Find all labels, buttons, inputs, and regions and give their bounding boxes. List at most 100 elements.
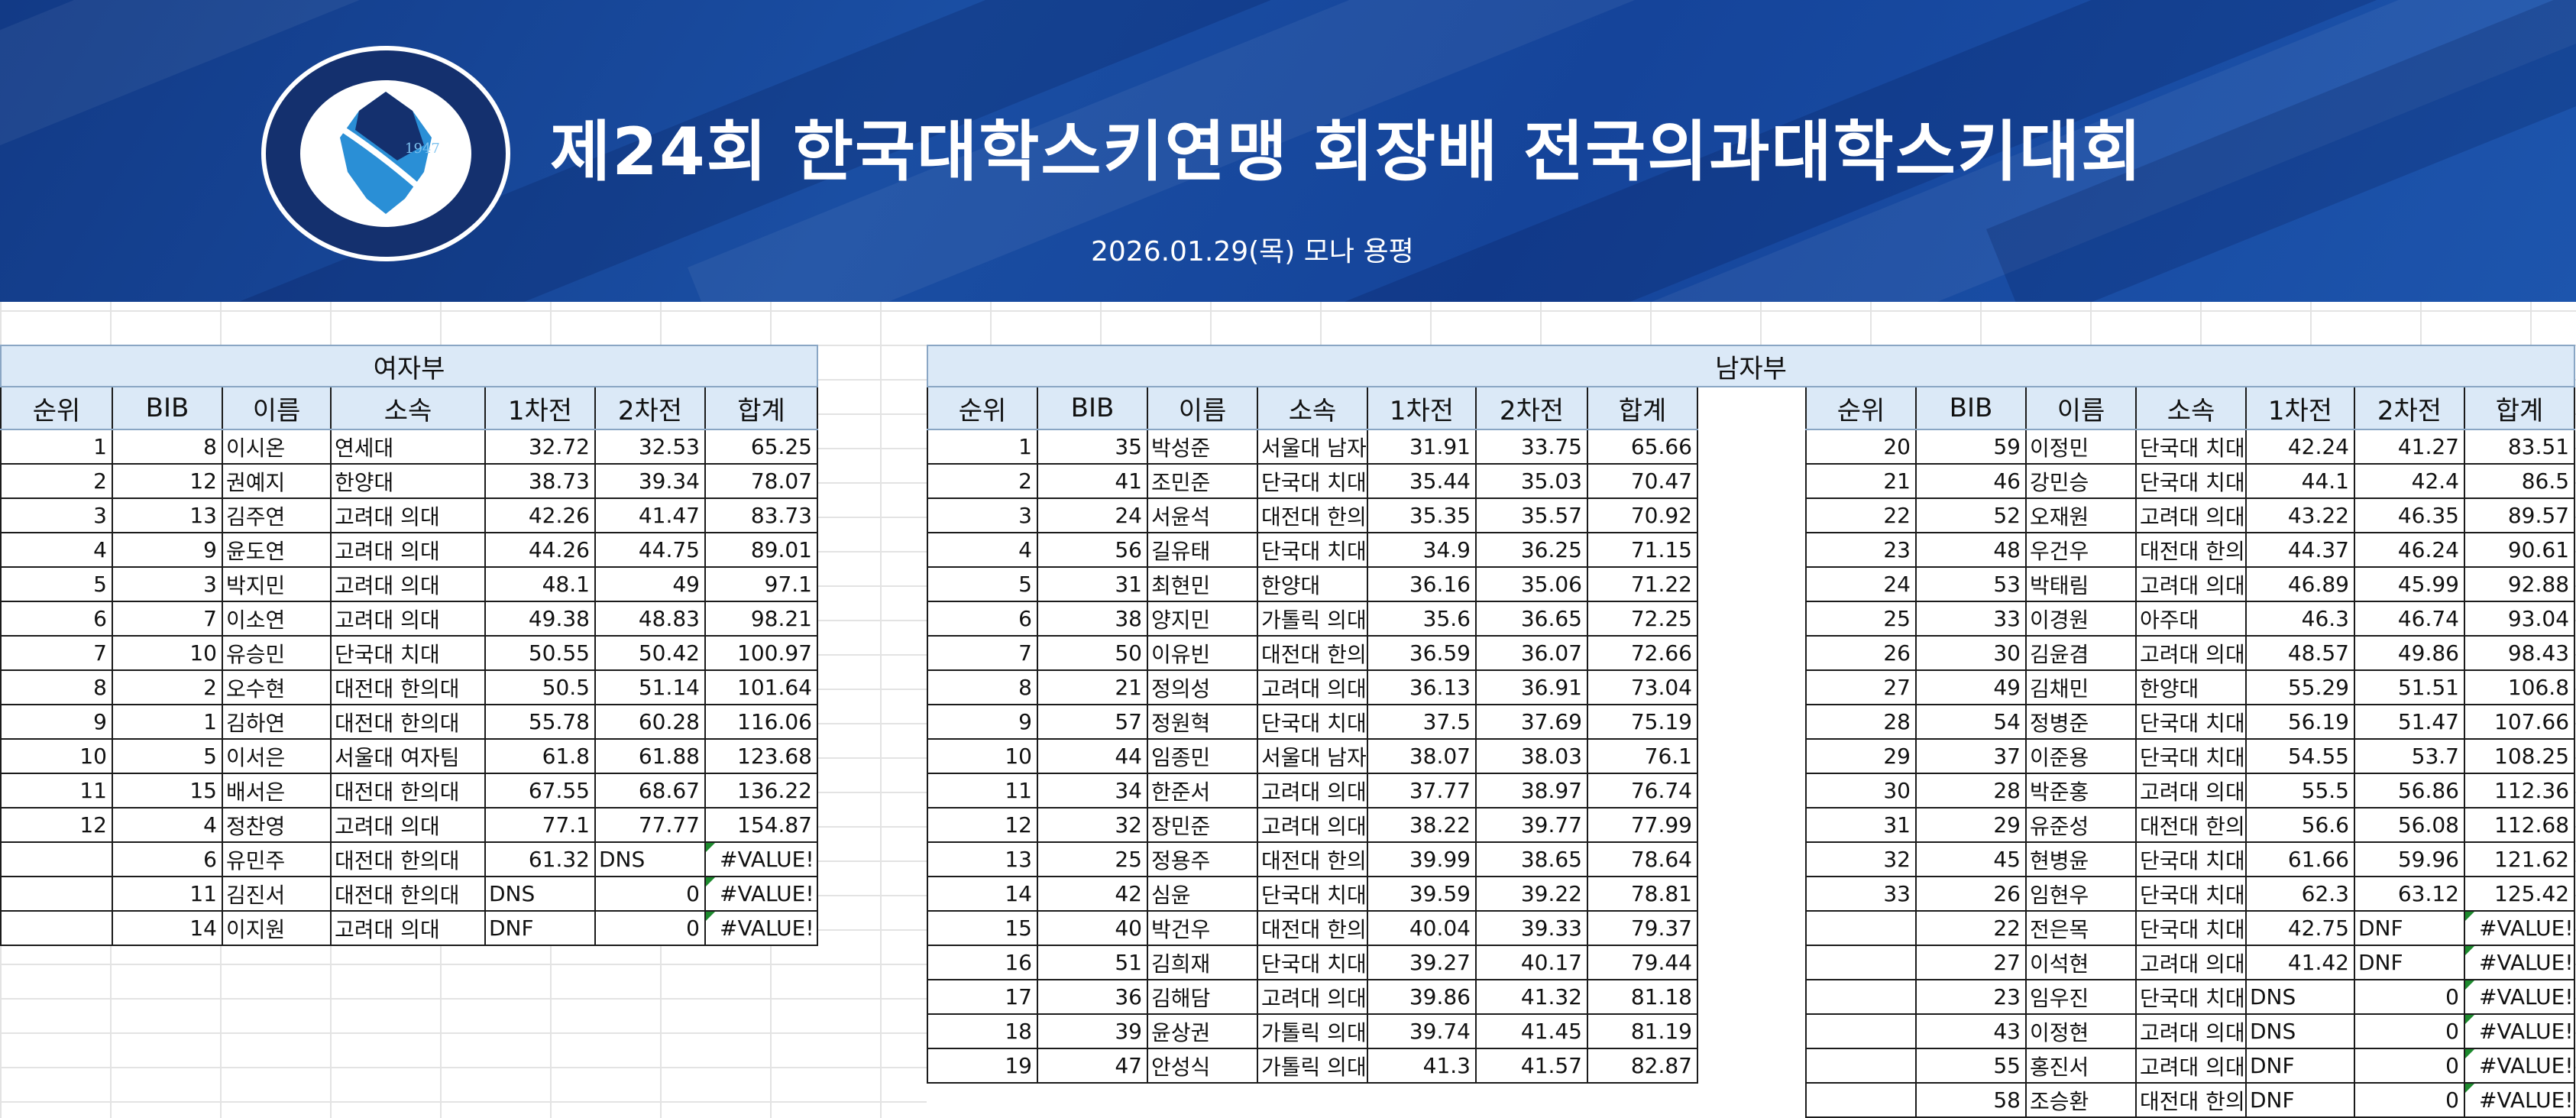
cell-run2[interactable]: 39.33 <box>1475 910 1588 946</box>
cell-run1[interactable]: 56.6 <box>2245 807 2355 843</box>
cell-rank[interactable]: 7 <box>0 635 113 671</box>
cell-run2[interactable]: 36.25 <box>1475 532 1588 568</box>
cell-run1[interactable]: 48.1 <box>484 566 596 602</box>
cell-rank[interactable]: 33 <box>1805 876 1917 912</box>
cell-name[interactable]: 길유태 <box>1147 532 1258 568</box>
cell-bib[interactable]: 28 <box>1915 773 2027 809</box>
cell-run1[interactable]: 39.27 <box>1367 945 1477 980</box>
cell-rank[interactable] <box>0 876 113 912</box>
cell-run2[interactable]: 41.32 <box>1475 979 1588 1015</box>
cell-rank[interactable]: 17 <box>927 979 1038 1015</box>
cell-name[interactable]: 박태림 <box>2025 566 2137 602</box>
cell-total[interactable]: 72.66 <box>1587 635 1698 671</box>
cell-name[interactable]: 이준용 <box>2025 738 2137 774</box>
cell-rank[interactable] <box>1805 979 1917 1015</box>
cell-rank[interactable]: 5 <box>0 566 113 602</box>
cell-bib[interactable]: 21 <box>1037 669 1148 705</box>
cell-rank[interactable]: 2 <box>927 463 1038 499</box>
cell-rank[interactable]: 19 <box>927 1048 1038 1084</box>
cell-name[interactable]: 이시온 <box>222 429 332 465</box>
cell-affiliation[interactable]: 서울대 남자팀 <box>1257 738 1368 774</box>
cell-run1[interactable]: 77.1 <box>484 807 596 843</box>
cell-bib[interactable]: 42 <box>1037 876 1148 912</box>
column-header-name[interactable]: 이름 <box>222 386 332 430</box>
cell-affiliation[interactable]: 고려대 의대 <box>2135 1048 2247 1084</box>
cell-run2[interactable]: 39.77 <box>1475 807 1588 843</box>
cell-name[interactable]: 이정현 <box>2025 1013 2137 1049</box>
cell-total[interactable]: 121.62 <box>2463 841 2576 877</box>
cell-run2[interactable]: 33.75 <box>1475 429 1588 465</box>
cell-rank[interactable]: 27 <box>1805 669 1917 705</box>
cell-rank[interactable]: 2 <box>0 463 113 499</box>
cell-run1[interactable]: DNF <box>2245 1048 2355 1084</box>
cell-total[interactable]: 79.44 <box>1587 945 1698 980</box>
cell-run2[interactable]: 32.53 <box>594 429 706 465</box>
cell-name[interactable]: 임우진 <box>2025 979 2137 1015</box>
cell-affiliation[interactable]: 고려대 의대 <box>330 910 486 946</box>
cell-rank[interactable]: 10 <box>0 738 113 774</box>
cell-run2[interactable]: 38.97 <box>1475 773 1588 809</box>
cell-bib[interactable]: 54 <box>1915 704 2027 740</box>
cell-affiliation[interactable]: 대전대 한의대 <box>1257 841 1368 877</box>
column-header-bib[interactable]: BIB <box>1037 386 1148 430</box>
cell-affiliation[interactable]: 대전대 한의대 <box>2135 807 2247 843</box>
cell-affiliation[interactable]: 대전대 한의대 <box>1257 497 1368 533</box>
cell-run1[interactable]: 50.5 <box>484 669 596 705</box>
cell-rank[interactable]: 20 <box>1805 429 1917 465</box>
cell-bib[interactable]: 32 <box>1037 807 1148 843</box>
cell-bib[interactable]: 14 <box>112 910 223 946</box>
cell-run2[interactable]: 46.24 <box>2354 532 2465 568</box>
cell-run2[interactable]: 0 <box>2354 979 2465 1015</box>
cell-affiliation[interactable]: 고려대 의대 <box>1257 979 1368 1015</box>
column-header-affiliation[interactable]: 소속 <box>2135 386 2247 430</box>
cell-rank[interactable] <box>0 910 113 946</box>
cell-name[interactable]: 이경원 <box>2025 601 2137 637</box>
cell-rank[interactable]: 25 <box>1805 601 1917 637</box>
cell-total[interactable]: 65.66 <box>1587 429 1698 465</box>
cell-name[interactable]: 이지원 <box>222 910 332 946</box>
cell-total[interactable]: 106.8 <box>2463 669 2576 705</box>
cell-run1[interactable]: 62.3 <box>2245 876 2355 912</box>
cell-run2[interactable]: 36.65 <box>1475 601 1588 637</box>
cell-affiliation[interactable]: 고려대 의대 <box>330 566 486 602</box>
cell-total[interactable]: 65.25 <box>704 429 818 465</box>
cell-name[interactable]: 이정민 <box>2025 429 2137 465</box>
cell-total[interactable]: 76.1 <box>1587 738 1698 774</box>
column-header-run1[interactable]: 1차전 <box>2245 386 2355 430</box>
cell-name[interactable]: 한준서 <box>1147 773 1258 809</box>
cell-run1[interactable]: 44.1 <box>2245 463 2355 499</box>
cell-bib[interactable]: 10 <box>112 635 223 671</box>
cell-affiliation[interactable]: 고려대 의대 <box>1257 807 1368 843</box>
cell-affiliation[interactable]: 고려대 의대 <box>2135 1013 2247 1049</box>
cell-run2[interactable]: 61.88 <box>594 738 706 774</box>
cell-total[interactable]: 78.81 <box>1587 876 1698 912</box>
cell-run2[interactable]: 39.22 <box>1475 876 1588 912</box>
cell-rank[interactable]: 28 <box>1805 704 1917 740</box>
cell-affiliation[interactable]: 대전대 한의대 <box>2135 1082 2247 1118</box>
column-header-rank[interactable]: 순위 <box>1805 386 1917 430</box>
cell-rank[interactable]: 1 <box>0 429 113 465</box>
cell-bib[interactable]: 41 <box>1037 463 1148 499</box>
cell-bib[interactable]: 6 <box>112 841 223 877</box>
cell-rank[interactable]: 12 <box>0 807 113 843</box>
cell-run2[interactable]: 51.47 <box>2354 704 2465 740</box>
cell-name[interactable]: 정병준 <box>2025 704 2137 740</box>
cell-bib[interactable]: 45 <box>1915 841 2027 877</box>
cell-name[interactable]: 이서은 <box>222 738 332 774</box>
cell-total[interactable]: 83.73 <box>704 497 818 533</box>
cell-name[interactable]: 임종민 <box>1147 738 1258 774</box>
cell-rank[interactable]: 15 <box>927 910 1038 946</box>
cell-total[interactable]: 90.61 <box>2463 532 2576 568</box>
cell-affiliation[interactable]: 고려대 의대 <box>330 532 486 568</box>
cell-name[interactable]: 유준성 <box>2025 807 2137 843</box>
cell-rank[interactable]: 23 <box>1805 532 1917 568</box>
cell-run2[interactable]: 60.28 <box>594 704 706 740</box>
cell-run2[interactable]: 38.03 <box>1475 738 1588 774</box>
cell-name[interactable]: 박성준 <box>1147 429 1258 465</box>
cell-affiliation[interactable]: 대전대 한의대 <box>1257 635 1368 671</box>
cell-run2[interactable]: 46.74 <box>2354 601 2465 637</box>
cell-run2[interactable]: 63.12 <box>2354 876 2465 912</box>
cell-rank[interactable]: 29 <box>1805 738 1917 774</box>
cell-affiliation[interactable]: 단국대 치대 <box>2135 841 2247 877</box>
cell-run1[interactable]: 34.9 <box>1367 532 1477 568</box>
